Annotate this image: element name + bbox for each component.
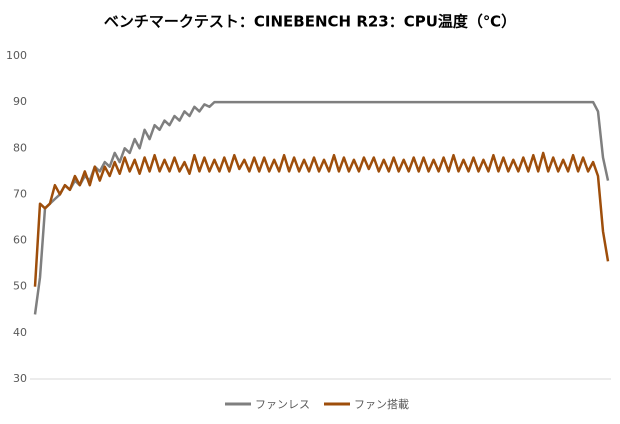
y-tick-label: 100: [6, 49, 27, 62]
y-tick-label: 80: [13, 141, 27, 154]
y-tick-label: 50: [13, 280, 27, 293]
chart-title: ベンチマークテスト：CINEBENCH R23：CPU温度（℃）: [104, 13, 516, 31]
legend-label: ファンレス: [255, 398, 310, 411]
legend-label: ファン搭載: [354, 398, 409, 411]
series-line: [33, 100, 610, 315]
series-line: [33, 151, 610, 287]
y-tick-label: 70: [13, 187, 27, 200]
y-tick-label: 60: [13, 234, 27, 247]
y-tick-label: 40: [13, 326, 27, 339]
y-tick-label: 30: [13, 372, 27, 385]
y-tick-label: 90: [13, 95, 27, 108]
